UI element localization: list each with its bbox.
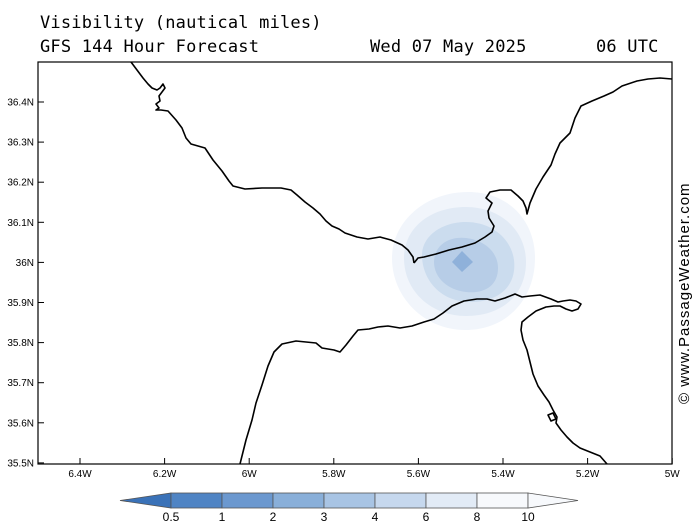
legend-swatch [119, 492, 172, 509]
legend-label: 2 [270, 510, 277, 524]
legend-swatch [527, 492, 579, 509]
lon-label: 5.4W [491, 469, 515, 480]
lat-label: 36.1N [7, 218, 34, 229]
legend-label: 8 [474, 510, 481, 524]
legend-swatch [170, 492, 223, 509]
forecast-label: GFS 144 Hour Forecast [40, 37, 260, 57]
lat-label: 35.5N [7, 458, 34, 469]
lat-label: 35.7N [7, 378, 34, 389]
lon-label: 6W [242, 469, 258, 480]
forecast-time: 06 UTC [596, 37, 659, 57]
morocco-coast [239, 293, 608, 464]
lon-label: 5.6W [407, 469, 431, 480]
lon-label: 6.4W [68, 469, 92, 480]
visibility-shading [392, 192, 535, 330]
legend-label: 6 [423, 510, 430, 524]
lat-label: 35.6N [7, 418, 34, 429]
legend-label: 4 [372, 510, 379, 524]
legend-swatch [476, 492, 529, 509]
legend-label: 10 [521, 510, 535, 524]
lon-label: 5.8W [322, 469, 346, 480]
map-title: Visibility (nautical miles) [40, 13, 322, 33]
visibility-band-3 [452, 251, 473, 272]
longitude-axis: 6.4W 6.2W 6W 5.8W 5.6W 5.4W 5.2W 5W [68, 458, 680, 480]
legend-label: 1 [219, 510, 226, 524]
lat-label: 36.2N [7, 178, 34, 189]
lat-label: 36N [16, 258, 34, 269]
lat-label: 36.4N [7, 98, 34, 109]
legend-swatch [374, 492, 427, 509]
coastline [130, 62, 672, 464]
spain-mediterranean-coast [413, 77, 672, 264]
latitude-axis: 36.4N 36.3N 36.2N 36.1N 36N 35.9N 35.8N 35.7N 35… [7, 98, 44, 469]
lon-label: 6.2W [153, 469, 177, 480]
lat-label: 35.9N [7, 298, 34, 309]
map-frame [37, 61, 673, 465]
legend-swatch [221, 492, 274, 509]
lon-label: 5.2W [576, 469, 600, 480]
legend-swatch [323, 492, 376, 509]
lat-label: 35.8N [7, 338, 34, 349]
legend-label: 0.5 [163, 510, 180, 524]
legend-label: 3 [321, 510, 328, 524]
website-credit: © www.PassageWeather.com [676, 182, 693, 404]
spain-atlantic-coast [130, 62, 415, 264]
legend-swatch [425, 492, 478, 509]
lat-label: 36.3N [7, 138, 34, 149]
visibility-legend: 0.5 1 2 3 4 6 8 10 [119, 492, 579, 524]
coast-detail-inlet [547, 412, 557, 422]
lon-label: 5W [665, 469, 681, 480]
legend-swatch [272, 492, 325, 509]
forecast-date: Wed 07 May 2025 [370, 37, 527, 57]
